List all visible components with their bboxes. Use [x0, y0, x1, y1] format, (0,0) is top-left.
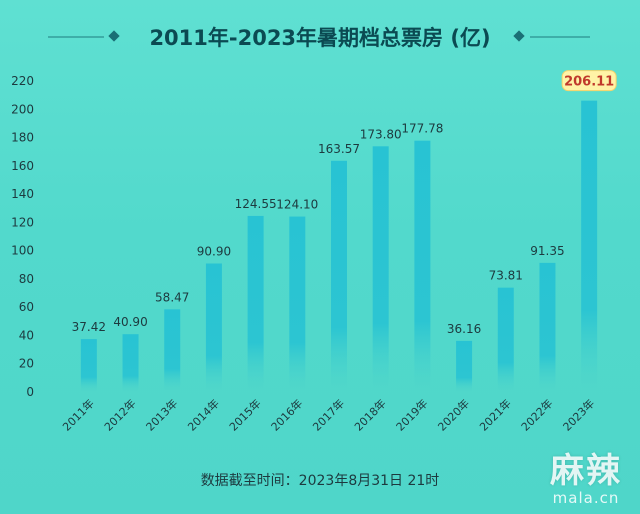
data-label: 173.80 [360, 127, 402, 141]
bar [80, 339, 97, 392]
x-tick-label: 2020年 [435, 396, 472, 433]
data-label: 58.47 [155, 290, 189, 304]
bar [497, 287, 514, 392]
y-tick-label: 60 [19, 300, 34, 314]
watermark-main: 麻辣 [550, 451, 622, 491]
y-tick-label: 40 [19, 328, 34, 342]
y-tick-label: 100 [11, 244, 34, 258]
highlight-badge [561, 70, 617, 92]
bar [122, 334, 139, 392]
x-tick-label: 2019年 [393, 396, 430, 433]
title-diamond-left [108, 30, 120, 42]
bar [247, 215, 264, 392]
bar [581, 100, 598, 392]
data-label: 91.35 [530, 244, 564, 258]
y-tick-label: 140 [11, 187, 34, 201]
y-tick-label: 80 [19, 272, 34, 286]
y-tick-label: 20 [19, 357, 34, 371]
x-tick-label: 2014年 [185, 396, 222, 433]
data-label: 124.55 [235, 197, 277, 211]
footnote: 数据截至时间：2023年8月31日 21时 [201, 473, 440, 489]
y-tick-label: 180 [11, 131, 34, 145]
bar [539, 262, 556, 392]
data-label: 177.78 [401, 122, 443, 136]
x-tick-label: 2018年 [351, 396, 388, 433]
chart-title: 2011年-2023年暑期档总票房 (亿) [149, 26, 490, 50]
y-tick-label: 160 [11, 159, 34, 173]
x-tick-label: 2016年 [268, 396, 305, 433]
watermark-logo: 麻辣 mala.cn [550, 452, 622, 506]
bar [372, 146, 389, 392]
data-label: 36.16 [447, 322, 481, 336]
y-axis: 0 20 40 60 80 100 120 140 160 180 200 220 [11, 74, 34, 399]
data-label: 73.81 [489, 269, 523, 283]
x-tick-label: 2017年 [310, 396, 347, 433]
x-axis: 2011年 2012年 2013年 2014年 2015年 2016年 2017年 2018年… [59, 396, 597, 433]
x-tick-label: 2023年 [560, 396, 597, 433]
y-tick-label: 0 [26, 385, 34, 399]
x-tick-label: 2013年 [143, 396, 180, 433]
y-tick-label: 120 [11, 215, 34, 229]
x-tick-label: 2015年 [226, 396, 263, 433]
data-label: 90.90 [197, 245, 231, 259]
data-label: 124.10 [276, 198, 318, 212]
x-tick-label: 2012年 [101, 396, 138, 433]
bar [205, 263, 222, 392]
data-label: 40.90 [113, 315, 147, 329]
x-tick-label: 2021年 [476, 396, 513, 433]
x-tick-label: 2011年 [59, 396, 96, 433]
data-label: 206.11 [564, 75, 614, 90]
data-label: 37.42 [72, 320, 106, 334]
bar [331, 160, 347, 392]
title-diamond-right [513, 30, 525, 42]
data-label: 163.57 [318, 142, 360, 156]
bar [164, 309, 181, 392]
y-tick-label: 200 [11, 102, 34, 116]
bar [289, 216, 306, 392]
bar [414, 140, 431, 392]
bar [456, 340, 473, 392]
y-tick-label: 220 [11, 74, 34, 88]
x-tick-label: 2022年 [518, 396, 555, 433]
watermark-sub: mala.cn [552, 489, 620, 507]
